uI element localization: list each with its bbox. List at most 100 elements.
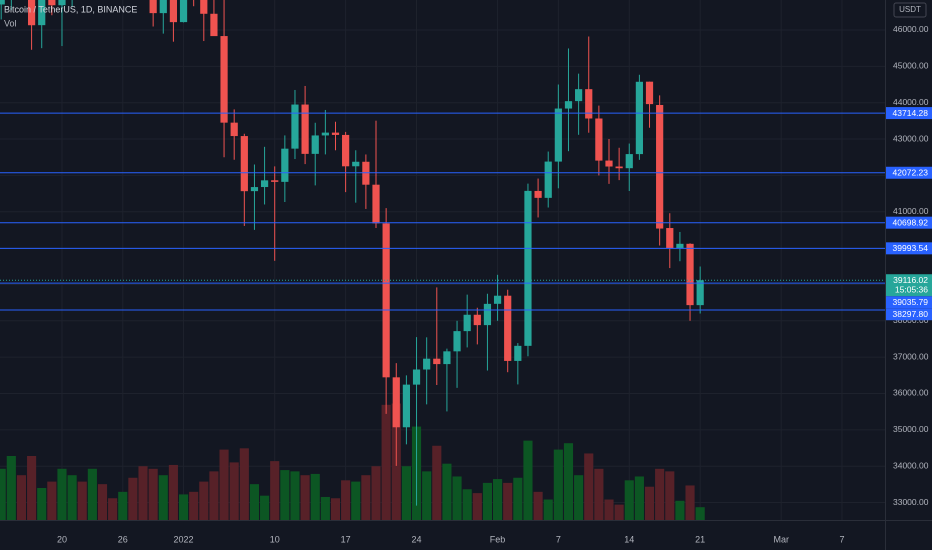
volume-bar (57, 468, 67, 520)
currency[interactable]: USDT (899, 5, 921, 14)
y-tick-label: 43000.00 (893, 133, 929, 143)
x-tick-label: 7 (556, 534, 561, 544)
candle-body (352, 161, 360, 167)
volume-bar (432, 445, 442, 520)
candle-body (200, 0, 208, 14)
volume-bar (290, 471, 300, 520)
volume-bar (361, 475, 371, 520)
candle-body (514, 345, 522, 361)
volume-bar (260, 495, 270, 520)
price-line-label-box (886, 296, 932, 309)
candle-body (301, 104, 309, 154)
candle-body (210, 13, 218, 37)
candle-body (260, 180, 269, 188)
volume-bar (513, 477, 523, 520)
candle-body (595, 118, 603, 161)
last-price-box (886, 274, 932, 297)
candle-body (615, 166, 623, 169)
candle-body (281, 148, 289, 182)
volume-bar (108, 498, 118, 520)
x-tick-label: Mar (773, 534, 789, 544)
volume-bar (634, 476, 644, 520)
candle-body (321, 132, 329, 136)
volume-bar (310, 473, 320, 520)
candle-body (220, 36, 228, 123)
volume-bar (6, 456, 16, 520)
volume-bar (604, 499, 614, 520)
candle-body (635, 81, 643, 155)
volume-bar (16, 475, 27, 520)
candle-body (554, 108, 562, 162)
candle-body (605, 160, 613, 167)
y-tick-label: 37000.00 (893, 351, 929, 361)
y-tick-label: 41000.00 (893, 206, 929, 216)
candle-body (291, 104, 299, 149)
volume-bar (553, 449, 563, 520)
volume-bar (462, 489, 472, 520)
volume-bar (209, 471, 219, 520)
candle-body (696, 280, 704, 306)
candle-body (412, 369, 421, 385)
x-tick-label: Feb (490, 534, 506, 544)
y-tick-label: 36000.00 (893, 388, 929, 398)
price-line-label-box (886, 242, 932, 255)
volume-bar (280, 470, 290, 520)
price-line-label: 42072.23 (893, 168, 929, 178)
currency-box[interactable] (893, 2, 927, 18)
price-line-label-box (886, 107, 932, 120)
volume-bar (594, 468, 604, 520)
volume-bar (37, 488, 47, 520)
x-tick-label: 14 (624, 534, 634, 544)
x-tick-label: 17 (341, 534, 351, 544)
candle-body (443, 351, 451, 365)
volume-bar (482, 482, 493, 520)
axes: 33000.00 34000.00 35000.00 36000.00 37000.00… (57, 24, 932, 544)
candle-body (433, 358, 441, 365)
volume-bar (381, 404, 391, 520)
candle-body (149, 0, 157, 14)
candle-body (38, 0, 46, 26)
candle-body (179, 0, 188, 23)
volume-bar (493, 479, 503, 520)
candle-body (0, 0, 5, 5)
countdown: 15:05:36 (895, 284, 928, 294)
candle-body (392, 377, 400, 428)
symbol-title: Bitcoin / TetherUS, 1D, BINANCE (4, 4, 137, 14)
last-price-label: 39116.02 (893, 275, 928, 285)
volume-bar (320, 496, 330, 520)
candle-body (544, 161, 552, 198)
x-tick-label: 21 (695, 534, 705, 544)
volume-bar (644, 486, 655, 520)
volume-bar (584, 453, 594, 520)
candle-body (534, 190, 542, 198)
volume-bar (341, 480, 351, 520)
volume-bar (270, 461, 280, 520)
x-tick-label: 26 (118, 534, 128, 544)
candle-body (169, 0, 178, 23)
volume-bar (330, 498, 341, 520)
volume-bar (614, 504, 624, 520)
volume-bar (77, 481, 87, 520)
volume-bar (422, 471, 432, 520)
volume-bar (199, 481, 209, 520)
volume-bar (624, 480, 634, 520)
candle-body (311, 135, 319, 154)
volume-bar (675, 500, 685, 520)
volume-bar (685, 485, 695, 520)
x-tick-label: 7 (839, 534, 844, 544)
volume-bar (563, 443, 574, 520)
price-line-label: 39993.54 (893, 243, 929, 253)
candle-body (402, 384, 410, 428)
volume-bar (219, 449, 229, 520)
candle-body (666, 228, 674, 249)
candle-body (271, 180, 279, 182)
volume-bar (300, 475, 310, 520)
y-tick-label: 33000.00 (893, 497, 929, 507)
volume-bar (543, 499, 553, 520)
candle-body (240, 136, 248, 192)
volume-bar (472, 493, 482, 520)
price-line-label: 38297.80 (893, 309, 929, 319)
price-lines (0, 112, 885, 311)
y-tick-label: 34000.00 (893, 460, 929, 470)
